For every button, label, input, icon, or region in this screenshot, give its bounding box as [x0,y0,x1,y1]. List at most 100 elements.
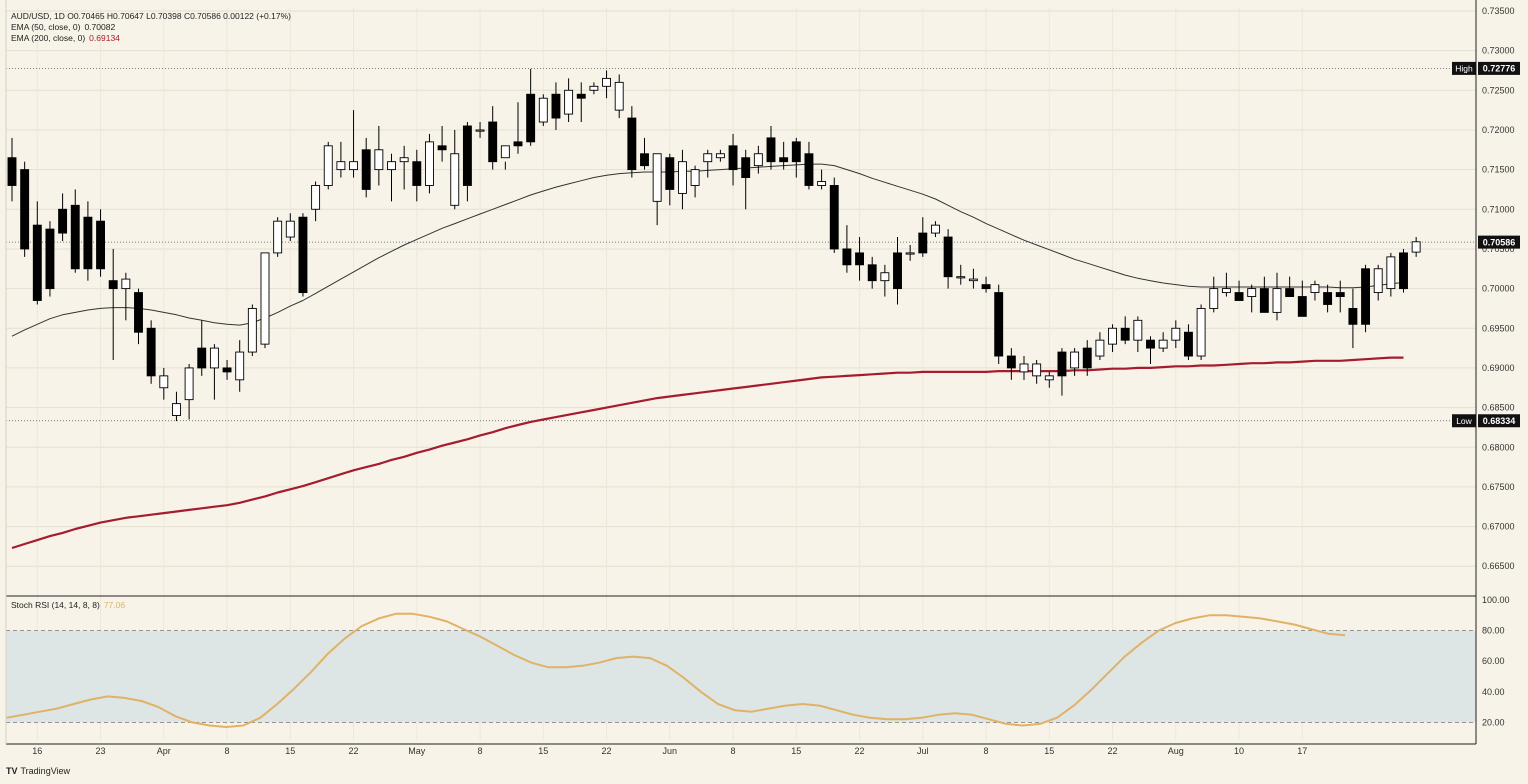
candle [918,217,928,257]
candle-body [753,153,763,167]
price-axis-tick: 0.68000 [1482,442,1515,452]
price-axis-tick: 0.66500 [1482,561,1515,571]
price-axis-tick: 0.71500 [1482,165,1515,175]
candle [867,256,877,289]
candle-body [108,280,118,290]
candle-body [1259,288,1269,313]
candle [842,225,852,273]
price-axis-tick: 0.69500 [1482,323,1515,333]
grid-lines [6,7,1476,740]
time-axis-tick: 23 [96,746,106,756]
candle [437,125,447,162]
candle-body [462,125,472,186]
candle-body [1323,292,1333,305]
candle-body [1044,375,1054,381]
time-axis-tick: May [408,746,426,756]
candle-body [1082,347,1092,369]
time-axis-tick: Jul [917,746,929,756]
candle-body [298,216,308,294]
candle-body [956,276,966,279]
candle-body [1209,288,1219,309]
high-tag-box [1452,61,1476,75]
candle [943,229,953,289]
candle [766,125,776,170]
candle-body [235,351,245,381]
candle [829,177,839,253]
candle-body [551,93,561,119]
candle-body [1108,327,1118,345]
candle-body [1183,331,1193,357]
candle [1272,272,1282,321]
candle [690,165,700,198]
candle [1297,280,1307,317]
ema200-legend: EMA (200, close, 0) 0.69134 [11,33,120,43]
price-axis-tick: 0.68500 [1482,403,1515,413]
candle-body [349,161,358,171]
ema-200-line [11,356,1404,550]
time-axis-tick: 8 [478,746,483,756]
candle [323,141,333,190]
stoch-band [6,630,1476,723]
time-axis-tick: 15 [1044,746,1054,756]
candle [500,145,510,170]
time-axis-tick: 15 [285,746,295,756]
candle-body [1361,268,1371,325]
candle [1234,280,1244,301]
price-axis-tick: 0.71000 [1482,204,1515,214]
stoch-rsi-line [5,612,1346,728]
candle-body [640,153,649,167]
candle-body [96,220,106,270]
candle-body [209,347,219,369]
candle [222,359,232,380]
candle [1044,371,1054,388]
candle [1399,248,1408,293]
candle [855,237,864,281]
time-axis-tick: Apr [157,746,171,756]
tradingview-logo[interactable]: TV TradingView [6,766,70,776]
candle [58,193,68,242]
candle [1108,324,1118,353]
ema-50-layer [11,163,1404,337]
candle [905,244,915,261]
candle [1323,284,1333,313]
candle [450,129,460,210]
candle [513,102,523,154]
candle [184,363,194,420]
candle-body [159,375,169,389]
candle-body [311,185,321,210]
low-tag-box [1452,414,1476,428]
candle [956,264,966,285]
candle [387,153,396,202]
time-axis-tick: 15 [538,746,548,756]
ohlc-legend: AUD/USD, 1D O0.70465 H0.70647 L0.70398 C… [11,11,291,21]
candle [551,82,561,130]
candle-body [285,220,295,238]
price-axis-tick: 0.70500 [1482,244,1515,254]
candle [1209,276,1219,313]
candle-body [1158,339,1168,349]
candle-body [994,292,1004,357]
candle [703,149,713,178]
candle [7,137,17,202]
candle-body [500,145,510,159]
candle [349,110,358,178]
candle-body [513,141,523,147]
candle [1057,348,1067,396]
candle-body [361,149,371,190]
price-axis-tick: 0.70000 [1482,284,1515,294]
candle [1335,280,1345,313]
candle [1158,332,1168,353]
candle-body [1272,288,1282,313]
candle [1310,280,1320,301]
candle-body [1411,241,1421,253]
candle-body [146,327,156,377]
stoch-axis-tick: 100.00 [1482,595,1510,605]
candle-body [829,185,839,250]
candle-body [58,208,68,234]
candle-body [627,117,637,171]
candle [602,70,611,99]
candle-body [247,307,257,353]
time-axis-tick: 8 [984,746,989,756]
candle [791,137,801,178]
